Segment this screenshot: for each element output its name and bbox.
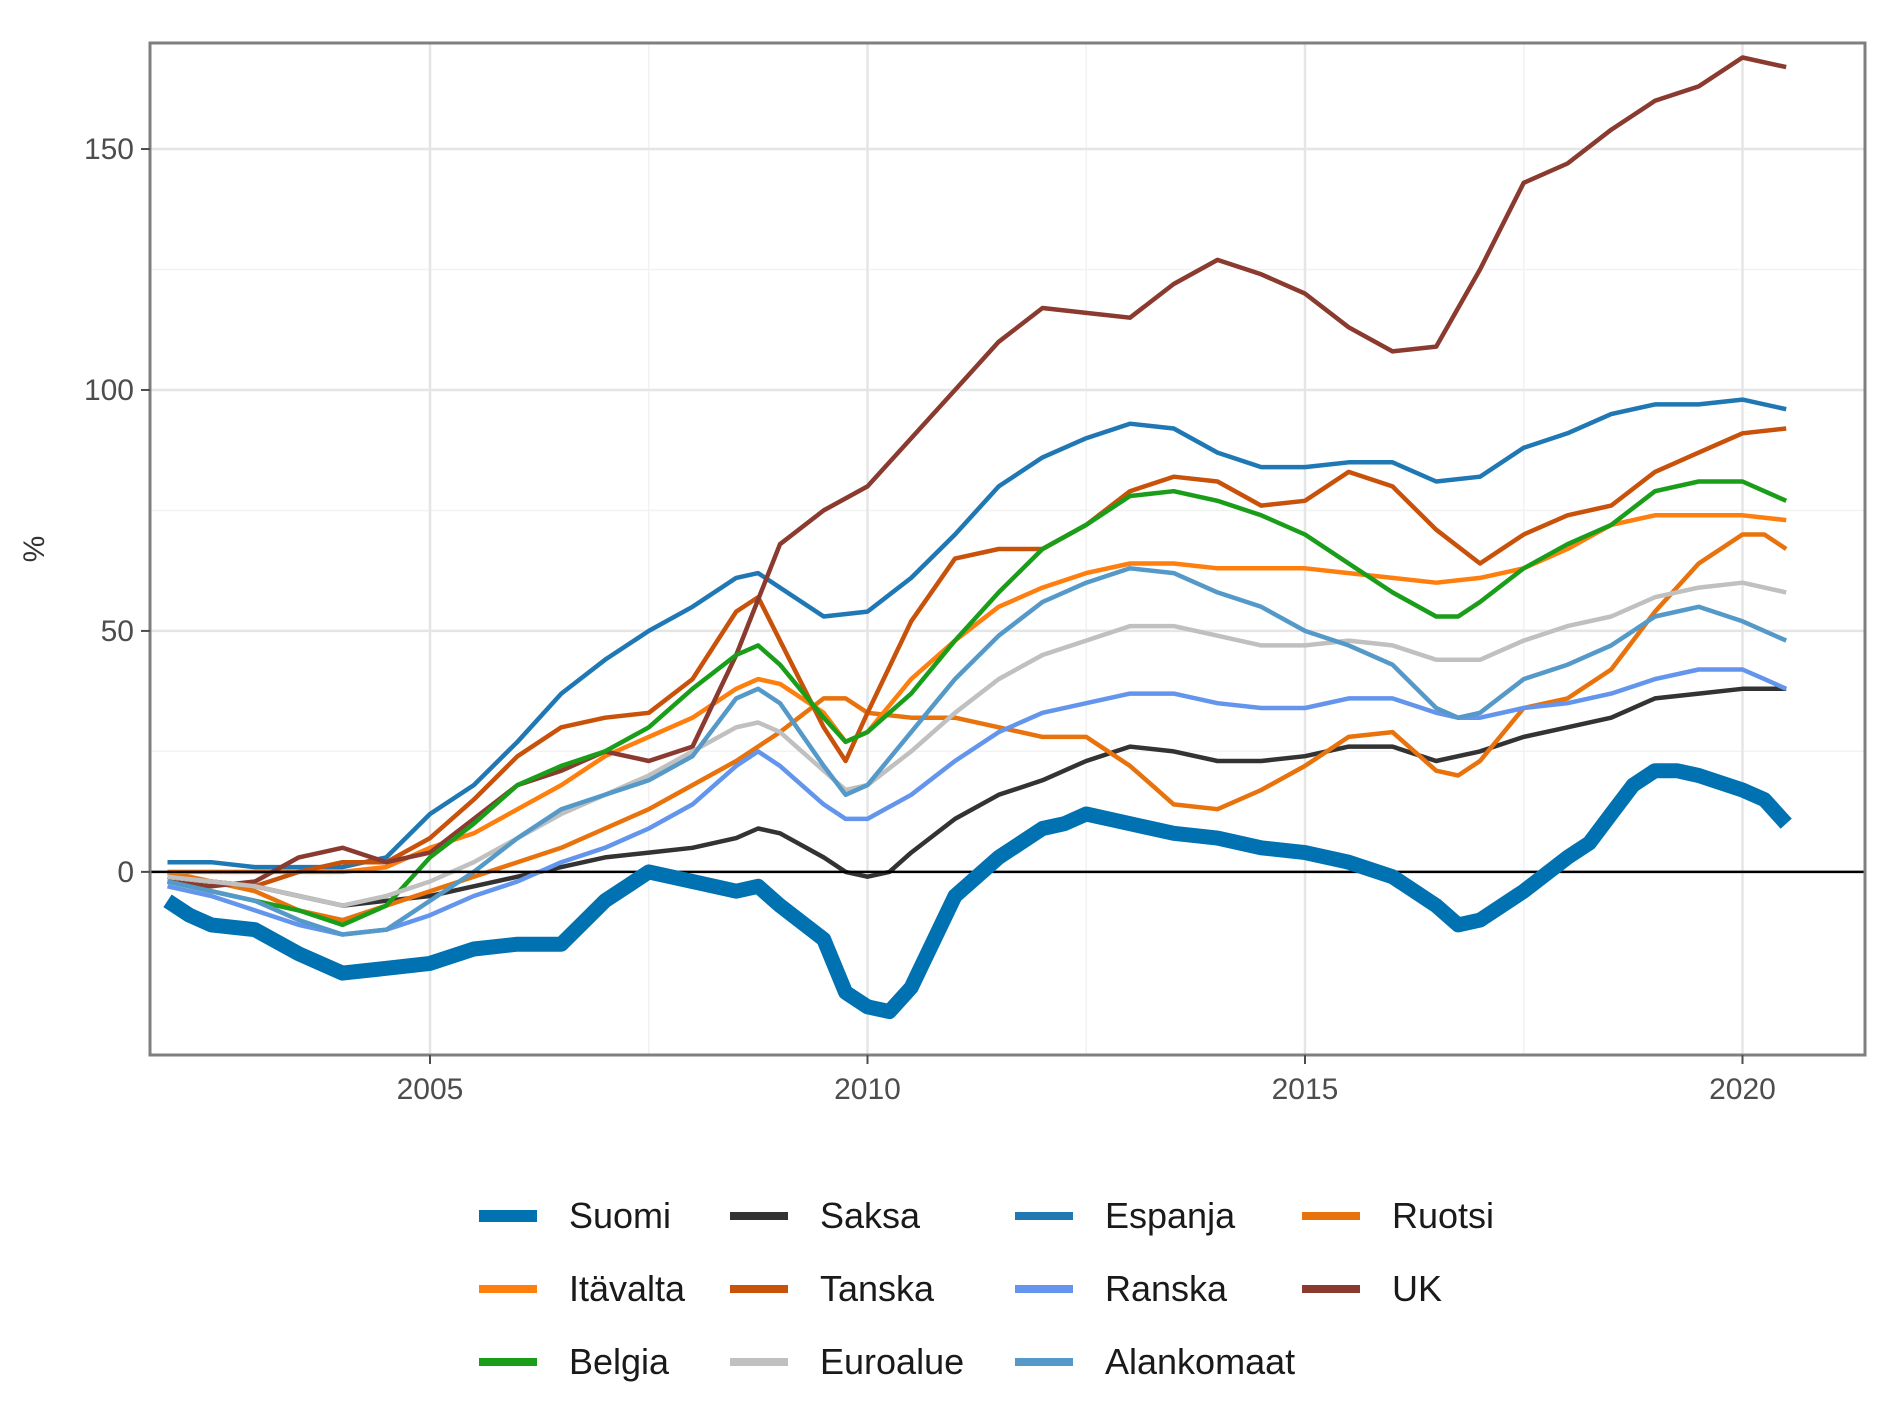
plot-panel-border: [148, 41, 1867, 1057]
series-line-tanska: [167, 426, 1787, 889]
legend-label-espanja: Espanja: [1105, 1195, 1236, 1236]
series-line-ruotsi: [167, 532, 1788, 923]
series-line-ranska: [167, 667, 1788, 937]
legend-label-ranska: Ranska: [1105, 1268, 1228, 1309]
x-tick-label: 2020: [1709, 1073, 1776, 1106]
legend-label-tanska: Tanska: [820, 1268, 935, 1309]
legend-label-euroalue: Euroalue: [820, 1341, 964, 1382]
legend-item-ranska: Ranska: [1015, 1268, 1228, 1309]
legend-label-uk: UK: [1392, 1268, 1442, 1309]
series-line-uk: [167, 55, 1787, 889]
series-line-alankomaat: [167, 566, 1788, 937]
x-tick-label: 2015: [1272, 1073, 1339, 1106]
x-tick-label: 2010: [834, 1073, 901, 1106]
y-tick-label: 0: [117, 856, 134, 889]
y-tick-label: 50: [101, 615, 134, 648]
series-line-espanja: [167, 397, 1787, 870]
legend-label-itavalta: Itävalta: [569, 1268, 686, 1309]
legend-item-belgia: Belgia: [479, 1341, 670, 1382]
series-line-suomi: [163, 763, 1792, 1020]
legend-label-belgia: Belgia: [569, 1341, 670, 1382]
legend-item-itavalta: Itävalta: [479, 1268, 686, 1309]
y-tick-label: 100: [84, 374, 134, 407]
legend-item-tanska: Tanska: [730, 1268, 935, 1309]
legend-item-espanja: Espanja: [1015, 1195, 1236, 1236]
y-axis-label: %: [18, 536, 51, 563]
legend-label-alankomaat: Alankomaat: [1105, 1341, 1295, 1382]
legend-item-euroalue: Euroalue: [730, 1341, 964, 1382]
legend-item-saksa: Saksa: [730, 1195, 921, 1236]
legend-item-ruotsi: Ruotsi: [1302, 1195, 1494, 1236]
legend-item-uk: UK: [1302, 1268, 1442, 1309]
legend-label-saksa: Saksa: [820, 1195, 921, 1236]
x-tick-label: 2005: [397, 1073, 464, 1106]
legend-item-alankomaat: Alankomaat: [1015, 1341, 1295, 1382]
y-tick-label: 150: [84, 133, 134, 166]
legend-item-suomi: Suomi: [479, 1195, 671, 1236]
series-line-belgia: [167, 479, 1788, 928]
legend-label-suomi: Suomi: [569, 1195, 671, 1236]
legend-label-ruotsi: Ruotsi: [1392, 1195, 1494, 1236]
